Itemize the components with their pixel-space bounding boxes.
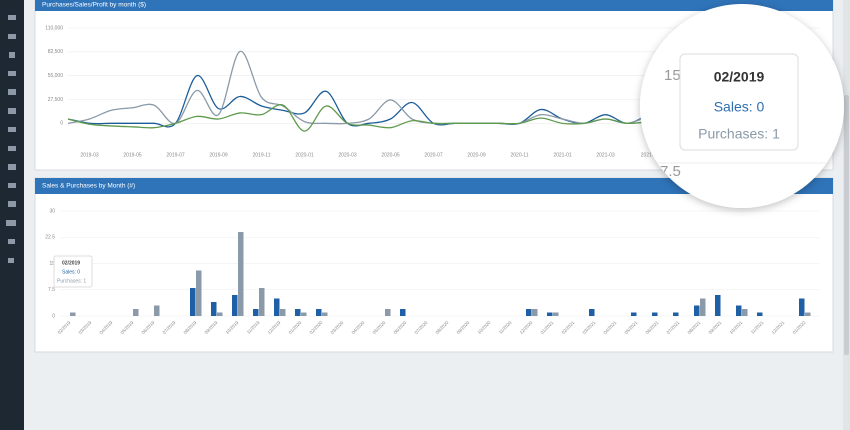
x-tick-label: 2019-03 bbox=[80, 152, 99, 158]
bar bbox=[190, 288, 196, 316]
bar bbox=[526, 309, 532, 316]
panel bbox=[34, 177, 834, 353]
bar bbox=[757, 312, 763, 316]
y-tick-label: 0 bbox=[60, 121, 63, 127]
bar bbox=[805, 312, 811, 316]
x-tick-label: 2020-05 bbox=[381, 152, 400, 158]
bar bbox=[532, 309, 538, 316]
bar bbox=[715, 295, 721, 316]
x-tick-label: 2020-11 bbox=[511, 152, 529, 158]
bar bbox=[799, 298, 805, 316]
x-tick-label: 2021-0 bbox=[641, 152, 657, 158]
nav-icon[interactable] bbox=[8, 34, 16, 39]
nav-icon[interactable] bbox=[8, 258, 14, 263]
nav-icon[interactable] bbox=[8, 108, 16, 114]
bar bbox=[280, 309, 286, 316]
nav-icon[interactable] bbox=[8, 15, 16, 20]
scroll-thumb[interactable] bbox=[844, 95, 849, 355]
bar bbox=[232, 295, 238, 316]
bar bbox=[322, 312, 328, 316]
tooltip-line: Purchases: 1 bbox=[57, 278, 86, 284]
x-tick-label: 2021-03 bbox=[596, 152, 615, 158]
tooltip-title: 02/2019 bbox=[62, 260, 80, 266]
bar bbox=[295, 309, 301, 316]
nav-icon[interactable] bbox=[6, 220, 16, 226]
bar bbox=[400, 309, 406, 316]
tooltip-line: Sales: 0 bbox=[714, 99, 765, 115]
x-tick-label: 2019-09 bbox=[209, 152, 228, 158]
panel-title: Purchases/Sales/Profit by month ($) bbox=[42, 2, 146, 9]
x-tick-label: 2020-03 bbox=[338, 152, 357, 158]
tooltip: 02/2019 Sales: 0 Purchases: 1 bbox=[53, 255, 93, 288]
bar bbox=[742, 309, 748, 316]
nav-icon[interactable] bbox=[8, 239, 15, 244]
bar bbox=[301, 312, 307, 316]
nav-icon[interactable] bbox=[9, 52, 15, 58]
bar bbox=[70, 312, 76, 316]
sidebar bbox=[0, 0, 24, 430]
y-tick-label: 15 bbox=[49, 261, 55, 267]
bar bbox=[259, 288, 265, 316]
nav-icon[interactable] bbox=[8, 201, 16, 207]
bar bbox=[274, 298, 280, 316]
bar bbox=[217, 312, 223, 316]
x-tick-label: 2021-01 bbox=[553, 152, 572, 158]
bar bbox=[673, 312, 679, 316]
y-tick-label: 22.5 bbox=[45, 235, 55, 241]
bar bbox=[694, 305, 700, 316]
y-tick-label: 55,000 bbox=[48, 73, 64, 79]
bar bbox=[553, 312, 559, 316]
bar bbox=[253, 309, 259, 316]
nav-icon[interactable] bbox=[8, 71, 16, 76]
bar bbox=[589, 309, 595, 316]
bar bbox=[133, 309, 139, 316]
nav-icon[interactable] bbox=[8, 89, 16, 95]
bar bbox=[385, 309, 391, 316]
y-tick-label: 110,000 bbox=[45, 25, 63, 31]
nav-icon[interactable] bbox=[8, 183, 16, 188]
magnified-tooltip bbox=[679, 53, 799, 151]
bar bbox=[316, 309, 322, 316]
bar bbox=[238, 232, 244, 316]
magnified-axis-label: 15 bbox=[664, 67, 681, 84]
bar bbox=[631, 312, 637, 316]
nav-icon[interactable] bbox=[8, 164, 16, 170]
tooltip-title: 02/2019 bbox=[714, 69, 765, 85]
sidebar-icons bbox=[6, 15, 16, 263]
y-tick-label: 30 bbox=[49, 208, 55, 214]
bar bbox=[700, 298, 706, 316]
panel-title: Sales & Purchases by Month (#) bbox=[42, 183, 135, 190]
y-tick-label: 7.5 bbox=[48, 287, 55, 293]
tooltip-line: Sales: 0 bbox=[62, 269, 80, 275]
magnified-axis-label: 7.5 bbox=[660, 163, 681, 180]
x-tick-label: 2019-11 bbox=[253, 152, 271, 158]
nav-icon[interactable] bbox=[8, 127, 16, 132]
x-tick-label: 2020-07 bbox=[424, 152, 443, 158]
panel-header bbox=[35, 178, 833, 194]
x-tick-label: 2019-07 bbox=[166, 152, 185, 158]
panel-header bbox=[35, 0, 833, 11]
tooltip-box bbox=[53, 255, 93, 288]
bar bbox=[736, 305, 742, 316]
bar bbox=[547, 312, 553, 316]
tooltip-line: Purchases: 1 bbox=[698, 126, 780, 142]
nav-icon[interactable] bbox=[8, 146, 16, 151]
x-tick-label: 2020-09 bbox=[467, 152, 486, 158]
bar bbox=[211, 302, 217, 316]
y-tick-label: 0 bbox=[52, 313, 55, 319]
bar bbox=[154, 305, 160, 316]
bar bbox=[652, 312, 658, 316]
y-tick-label: 27,500 bbox=[48, 97, 64, 103]
x-tick-label: 2019-05 bbox=[123, 152, 142, 158]
magnifier: 15 7.5 02/2019 Sales: 0 Purchases: 1 bbox=[640, 4, 844, 208]
y-tick-label: 82,500 bbox=[48, 49, 64, 55]
x-tick-label: 2020-01 bbox=[295, 152, 314, 158]
bar bbox=[196, 270, 202, 316]
